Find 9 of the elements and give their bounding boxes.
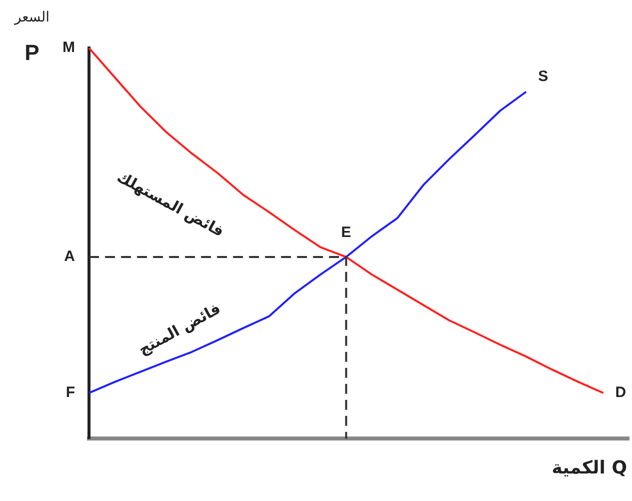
x-axis-title: الكمية Q <box>552 457 627 478</box>
ref-line-label: A <box>64 248 76 266</box>
annotation: E <box>341 224 352 242</box>
text: F <box>66 384 75 402</box>
series-label: D <box>615 384 626 402</box>
series-label: S <box>538 68 548 85</box>
annotation: فائض المنتج <box>135 299 224 359</box>
annotation: فائض المستهلك <box>114 168 228 240</box>
text: M <box>62 39 75 56</box>
